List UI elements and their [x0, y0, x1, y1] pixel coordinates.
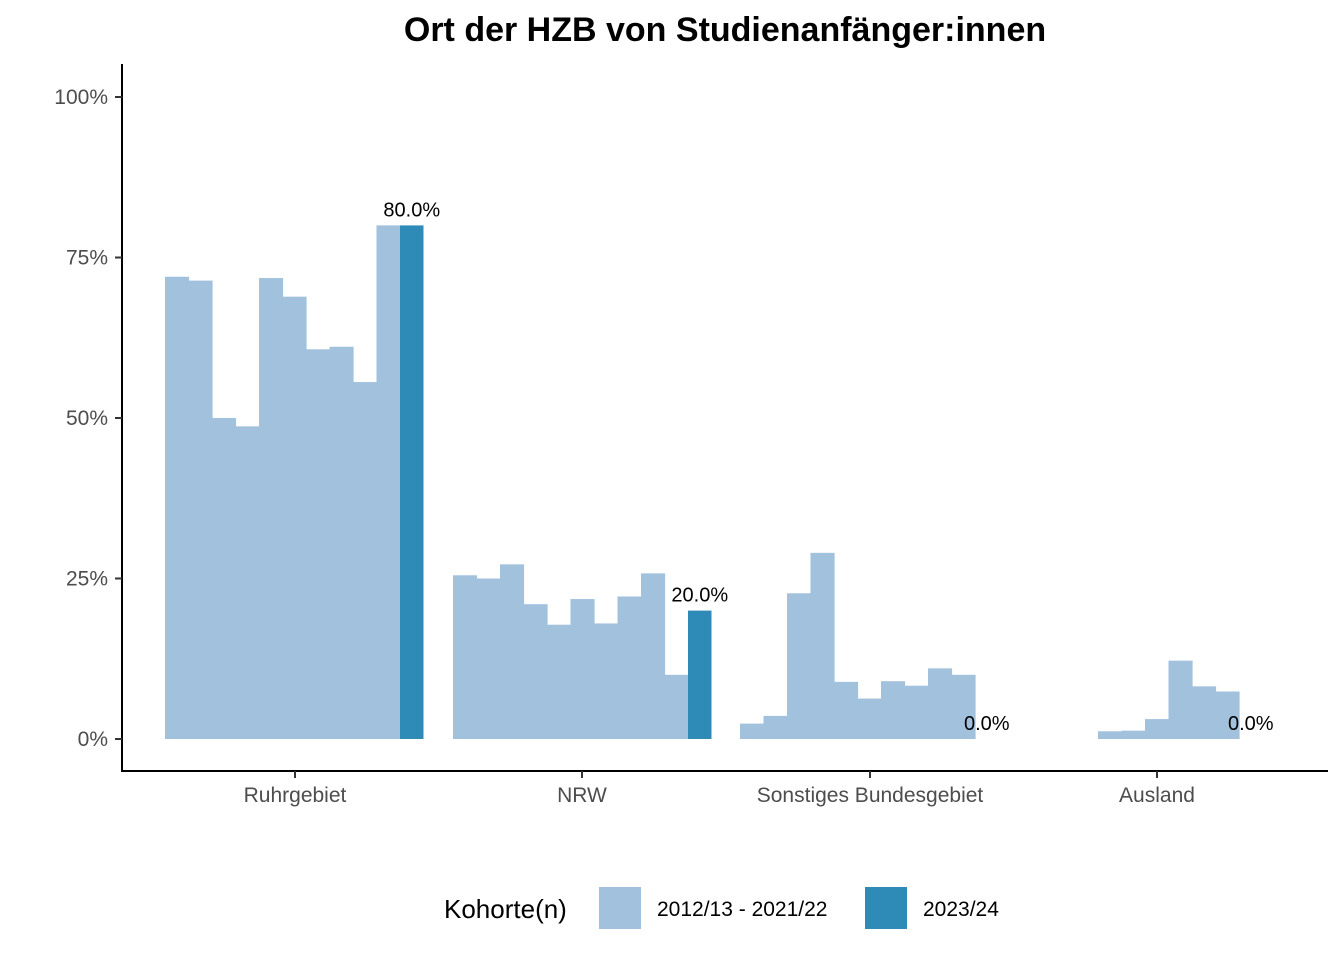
- bar-history: [476, 578, 501, 739]
- bar-history: [523, 604, 548, 739]
- y-tick-label: 0%: [78, 728, 108, 751]
- legend-swatch-history: [599, 887, 641, 929]
- x-tick-label: Ausland: [1119, 784, 1195, 807]
- bar-history: [904, 685, 929, 739]
- bar-history: [951, 674, 976, 739]
- bar-history: [617, 596, 642, 739]
- bar-current: [688, 610, 712, 739]
- chart-title: Ort der HZB von Studienanfänger:innen: [404, 11, 1046, 49]
- data-labels-group: 80.0% 20.0% 0.0% 0.0%: [383, 199, 1273, 735]
- data-label-current: 80.0%: [383, 199, 440, 221]
- bar-history: [212, 418, 237, 739]
- legend: Kohorte(n) 2012/13 - 2021/22 2023/24: [444, 887, 999, 929]
- bar-history: [235, 426, 260, 739]
- bar-history: [282, 296, 307, 739]
- bar-history: [259, 278, 284, 739]
- bar-history: [810, 552, 835, 739]
- bar-history: [376, 225, 401, 739]
- y-axis: 0% 25% 50% 75% 100%: [54, 64, 123, 771]
- y-tick-label: 75%: [66, 247, 108, 270]
- bar-history: [1098, 731, 1123, 739]
- legend-title: Kohorte(n): [444, 894, 567, 924]
- bar-history: [664, 674, 689, 739]
- y-tick-label: 100%: [54, 86, 108, 109]
- bar-history: [1215, 691, 1240, 739]
- bar-history: [165, 276, 190, 739]
- data-label-current: 0.0%: [1228, 713, 1274, 735]
- bar-history: [1192, 686, 1217, 739]
- legend-label-history: 2012/13 - 2021/22: [657, 898, 827, 921]
- data-label-current: 20.0%: [671, 585, 728, 607]
- bar-history: [329, 346, 354, 739]
- bar-current: [400, 225, 424, 739]
- x-tick-label: Sonstiges Bundesgebiet: [757, 784, 984, 807]
- bar-history: [641, 573, 666, 739]
- data-label-current: 0.0%: [964, 713, 1010, 735]
- legend-label-current: 2023/24: [923, 898, 999, 921]
- legend-swatch-current: [865, 887, 907, 929]
- bar-history: [787, 593, 812, 739]
- y-tick-label: 50%: [66, 407, 108, 430]
- bar-history: [881, 681, 906, 739]
- bar-history: [763, 715, 788, 739]
- bar-history: [834, 681, 859, 739]
- x-tick-label: NRW: [557, 784, 607, 807]
- bar-history: [188, 280, 213, 739]
- bar-history: [306, 349, 331, 739]
- bar-history: [500, 564, 525, 739]
- bar-history: [928, 668, 953, 739]
- bar-history: [857, 698, 882, 739]
- bar-history: [453, 575, 478, 739]
- plot-area: 0% 25% 50% 75% 100% 80.0% 20.0% 0.0% 0.0% Ruhrg…: [54, 64, 1328, 807]
- bar-history: [1121, 730, 1146, 739]
- bar-history: [594, 623, 619, 739]
- bar-history: [1145, 719, 1170, 739]
- y-tick-label: 25%: [66, 568, 108, 591]
- bar-history: [1168, 660, 1193, 739]
- bar-history: [353, 382, 378, 739]
- bars-group: [165, 225, 1240, 739]
- x-tick-label: Ruhrgebiet: [244, 784, 347, 807]
- bar-history: [570, 599, 595, 739]
- bar-history: [740, 723, 765, 739]
- bar-history: [547, 624, 572, 739]
- x-axis: Ruhrgebiet NRW Sonstiges Bundesgebiet Ausla…: [121, 770, 1328, 807]
